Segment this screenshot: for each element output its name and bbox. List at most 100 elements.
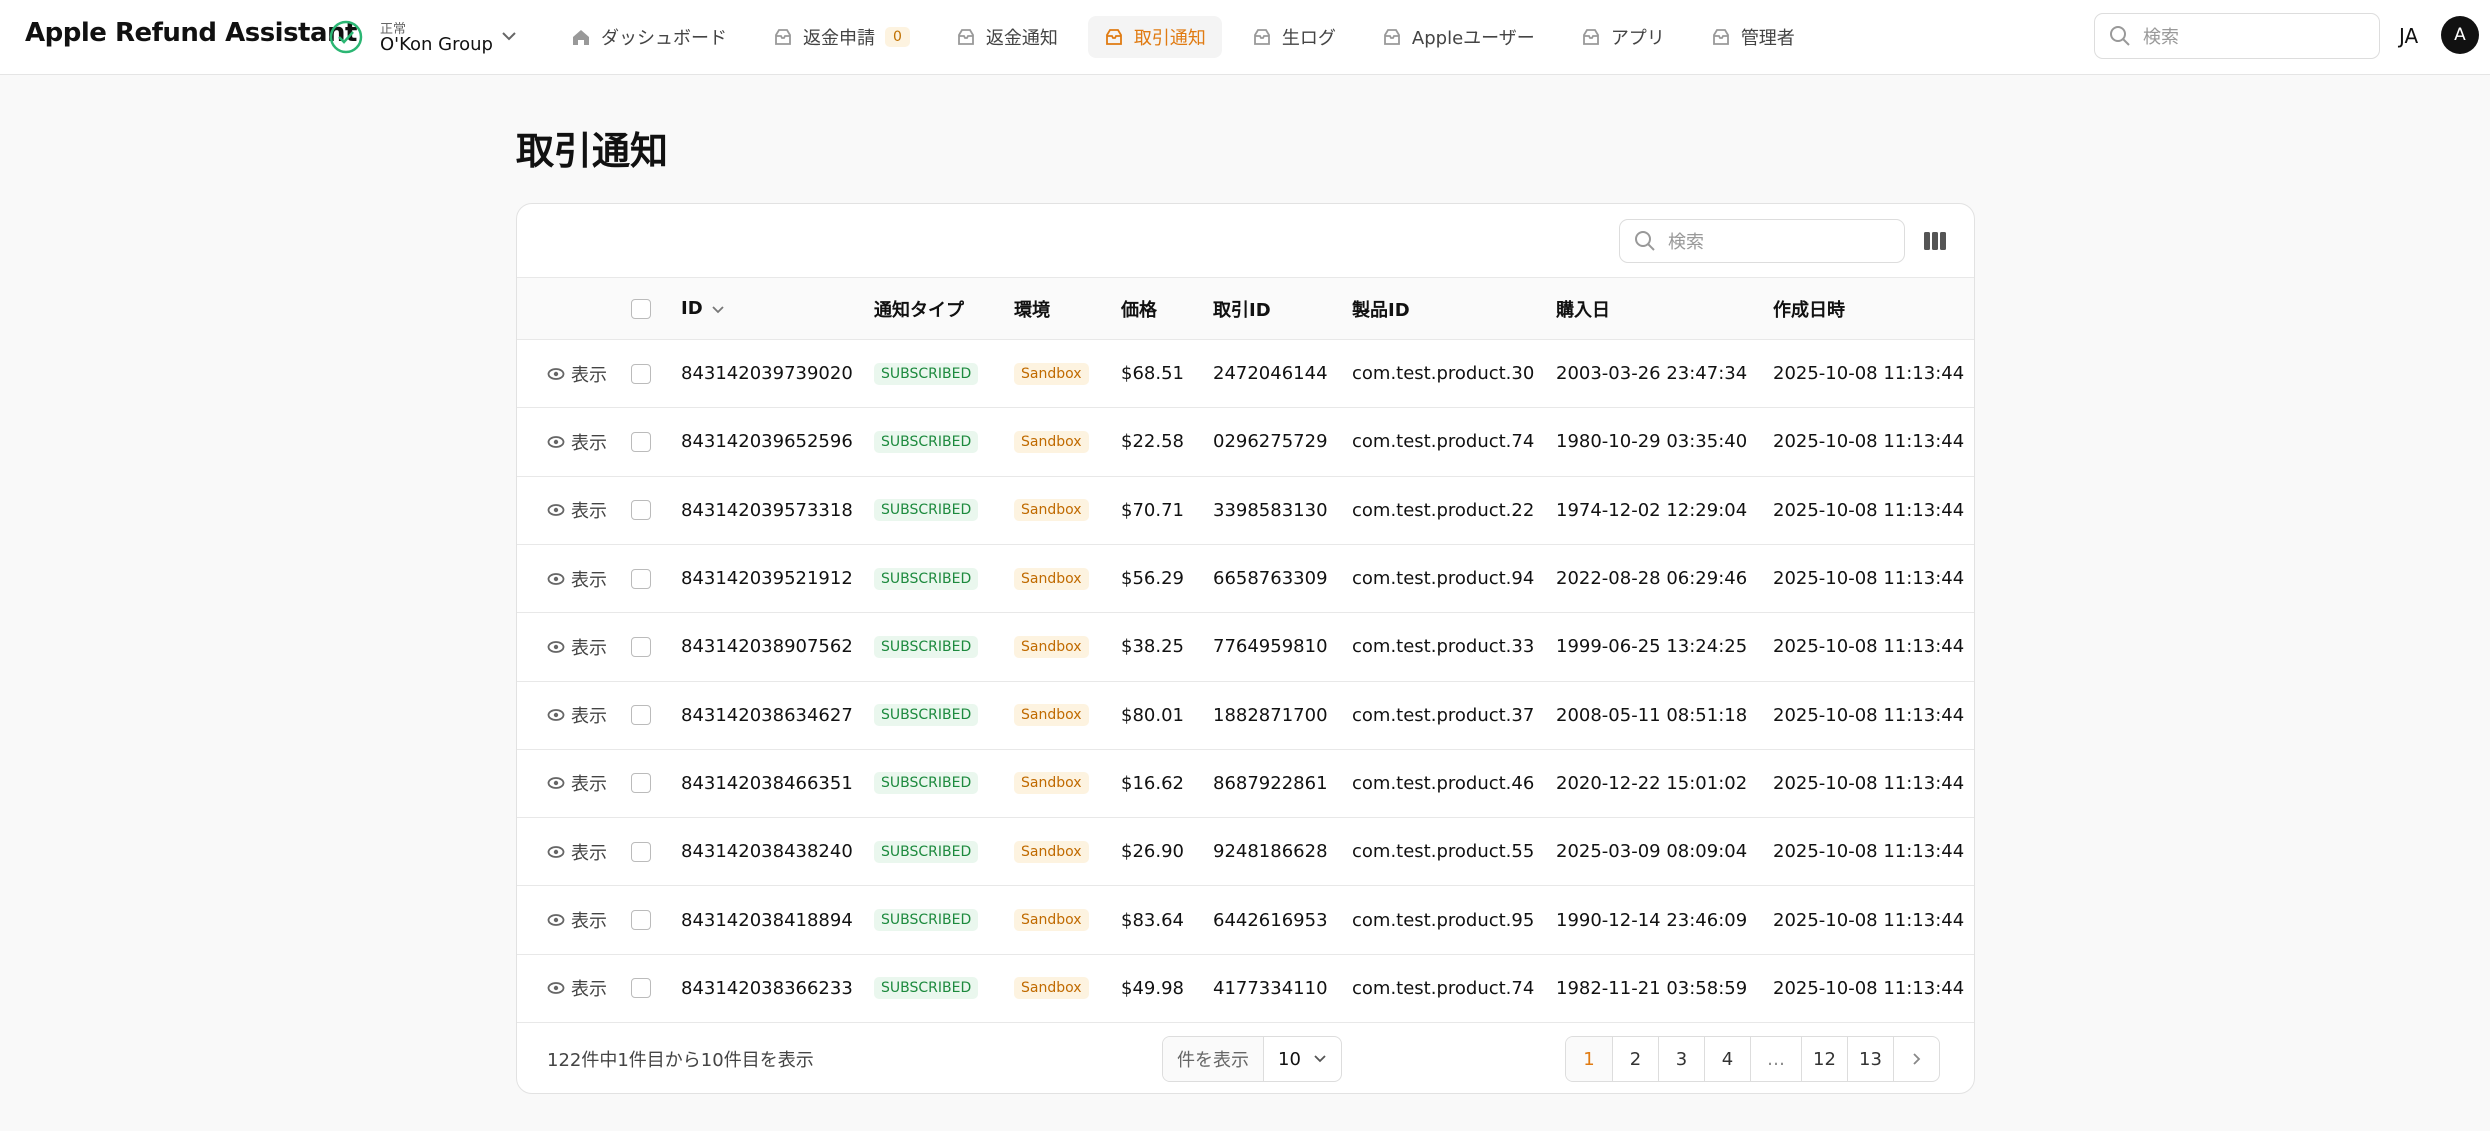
app-title[interactable]: Apple Refund Assistant — [25, 18, 357, 48]
search-placeholder: 検索 — [1668, 232, 1704, 253]
cell: 6658763309 — [1213, 545, 1328, 612]
cell-text: 3398583130 — [1213, 499, 1328, 521]
cell: 843142038634627 — [681, 682, 853, 749]
cell: $68.51 — [1121, 340, 1184, 407]
org-switcher[interactable]: 正常 O'Kon Group — [329, 18, 519, 58]
nav-item[interactable]: 返金申請 0 — [757, 16, 926, 58]
table-row: 表示 843142038366233 SUBSCRIBED Sandbox $49.98… — [517, 953, 1974, 1022]
cell: com.test.product.74 — [1352, 408, 1534, 475]
column-header: 製品ID — [1352, 278, 1410, 339]
checkbox[interactable] — [631, 705, 651, 726]
cell-text: 843142039652596 — [681, 431, 853, 453]
cell: 2003-03-26 23:47:34 — [1556, 340, 1747, 407]
cell: SUBSCRIBED — [874, 340, 979, 407]
cell-text: 8687922861 — [1213, 772, 1328, 794]
cell-text: 1982-11-21 03:58:59 — [1556, 977, 1748, 999]
global-search[interactable]: 検索 — [2094, 13, 2380, 59]
cell-text: 9248186628 — [1213, 841, 1328, 863]
search-icon — [1635, 231, 1655, 251]
nav-item[interactable]: 管理者 — [1695, 16, 1811, 58]
nav-label: 返金通知 — [985, 28, 1058, 49]
cell-text: com.test.product.33 — [1352, 636, 1535, 658]
cell: com.test.product.55 — [1352, 818, 1534, 885]
cell-text: 2025-10-08 11:13:44 — [1773, 568, 1965, 590]
per-page-select[interactable]: 10 — [1264, 1037, 1341, 1081]
nav-icon — [1384, 29, 1400, 45]
eye-icon — [547, 982, 565, 995]
view-action[interactable]: 表示 — [547, 408, 607, 475]
page-button[interactable]: 3 — [1658, 1037, 1704, 1081]
next-page[interactable] — [1893, 1037, 1939, 1081]
cell: 2025-10-08 11:13:44 — [1773, 477, 1964, 544]
nav-icon — [958, 29, 974, 45]
page-button[interactable]: 4 — [1704, 1037, 1750, 1081]
table-row: 表示 843142039652596 SUBSCRIBED Sandbox $22.58… — [517, 407, 1974, 475]
cell: 843142038907562 — [681, 613, 853, 680]
cell: SUBSCRIBED — [874, 408, 979, 475]
cell-text: com.test.product.55 — [1352, 841, 1535, 863]
checkbox-cell — [631, 477, 651, 544]
nav-item[interactable]: ダッシュボード — [555, 16, 743, 58]
cell-text: 2025-10-08 11:13:44 — [1773, 772, 1965, 794]
checkbox[interactable] — [631, 636, 651, 657]
checkbox[interactable] — [631, 363, 651, 384]
page-button[interactable]: 12 — [1801, 1037, 1847, 1081]
cell: 3398583130 — [1213, 477, 1328, 544]
nav-item[interactable]: 生ログ — [1236, 16, 1352, 58]
page-button[interactable]: 1 — [1566, 1037, 1612, 1081]
lang-switch[interactable]: JA — [2399, 24, 2419, 48]
cell: Sandbox — [1014, 955, 1089, 1022]
eye-icon — [547, 845, 565, 858]
avatar[interactable]: A — [2441, 16, 2479, 54]
view-action[interactable]: 表示 — [547, 477, 607, 544]
page-button[interactable]: … — [1750, 1037, 1801, 1081]
cell: com.test.product.74 — [1352, 955, 1534, 1022]
checkbox[interactable] — [631, 431, 651, 452]
view-action[interactable]: 表示 — [547, 818, 607, 885]
checkbox-cell — [631, 545, 651, 612]
cell-text: 2022-08-28 06:29:46 — [1556, 568, 1748, 590]
view-action[interactable]: 表示 — [547, 886, 607, 953]
nav-item[interactable]: Appleユーザー — [1366, 16, 1551, 58]
cell: SUBSCRIBED — [874, 886, 979, 953]
page-button[interactable]: 13 — [1847, 1037, 1893, 1081]
cell: Sandbox — [1014, 408, 1089, 475]
cell-text: 843142038438240 — [681, 841, 853, 863]
checkbox-cell — [631, 408, 651, 475]
nav-item[interactable]: 取引通知 — [1087, 16, 1222, 58]
checkbox[interactable] — [631, 978, 651, 999]
checkbox[interactable] — [631, 773, 651, 794]
eye-icon — [547, 914, 565, 926]
org-name: O'Kon Group — [380, 34, 493, 55]
view-action[interactable]: 表示 — [547, 340, 607, 407]
view-action[interactable]: 表示 — [547, 955, 607, 1022]
checkbox[interactable] — [631, 568, 651, 589]
checkbox-cell — [631, 750, 651, 817]
page-button[interactable]: 2 — [1612, 1037, 1658, 1081]
sort-icon — [712, 305, 724, 313]
checkbox[interactable] — [631, 910, 651, 931]
table-row: 表示 843142038466351 SUBSCRIBED Sandbox $16.62… — [517, 748, 1974, 817]
table-search[interactable]: 検索 — [1619, 219, 1905, 263]
column-toggle[interactable] — [1923, 230, 1947, 252]
summary: 122件中1件目から10件目を表示 — [547, 1050, 814, 1071]
cell: 2025-03-09 08:09:04 — [1556, 818, 1747, 885]
cell-text: com.test.product.37 — [1352, 704, 1535, 726]
checkbox[interactable] — [631, 841, 651, 862]
nav-item[interactable]: アプリ — [1565, 16, 1681, 58]
nav-label: 管理者 — [1740, 28, 1795, 49]
checkbox-cell — [631, 886, 651, 953]
column-header[interactable]: ID — [681, 278, 725, 339]
cell: SUBSCRIBED — [874, 545, 979, 612]
cell: SUBSCRIBED — [874, 613, 979, 680]
cell-text: $56.29 — [1121, 568, 1184, 590]
nav-item[interactable]: 返金通知 — [940, 16, 1074, 58]
view-action[interactable]: 表示 — [547, 613, 607, 680]
checkbox[interactable] — [631, 500, 651, 521]
cell: 2008-05-11 08:51:18 — [1556, 682, 1747, 749]
view-action[interactable]: 表示 — [547, 545, 607, 612]
view-action[interactable]: 表示 — [547, 682, 607, 749]
checkbox[interactable] — [631, 298, 651, 319]
view-action[interactable]: 表示 — [547, 750, 607, 817]
